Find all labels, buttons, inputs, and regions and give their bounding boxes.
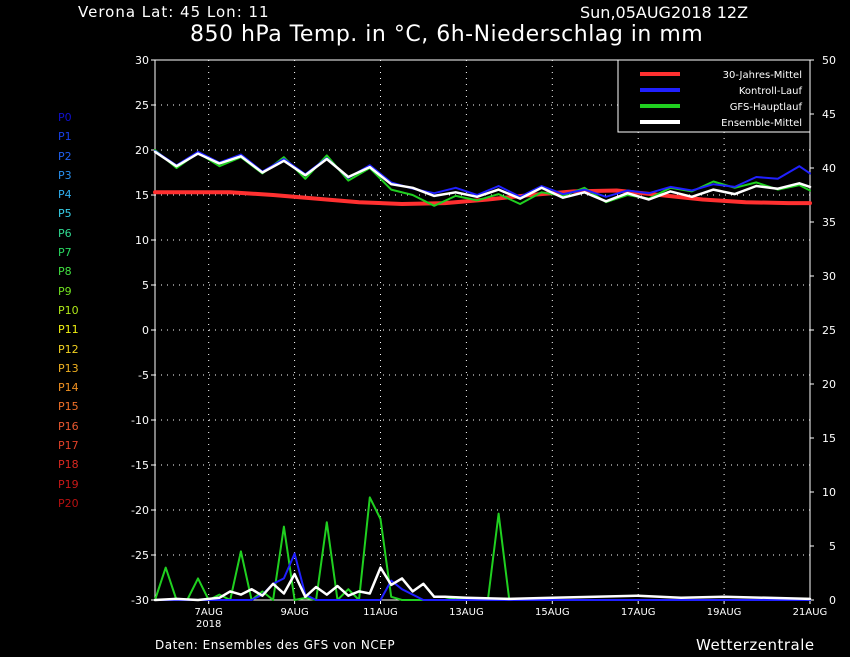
member-label-p8: P8: [58, 265, 72, 279]
member-label-p9: P9: [58, 284, 72, 298]
run-time: Sun,05AUG2018 12Z: [580, 3, 749, 22]
left-axis-tick-label: 20: [135, 144, 149, 157]
x-axis-year-label: 2018: [196, 619, 221, 630]
legend-label-3: Ensemble-Mittel: [721, 118, 802, 129]
right-axis-tick-label: 10: [822, 486, 836, 499]
right-axis-tick-label: 30: [822, 270, 836, 283]
member-label-p2: P2: [58, 149, 72, 163]
left-axis-tick-label: 15: [135, 189, 149, 202]
x-axis-tick-label: 21AUG: [793, 607, 828, 618]
x-axis-tick-label: 17AUG: [621, 607, 656, 618]
member-label-p4: P4: [58, 188, 72, 202]
station-header: Verona Lat: 45 Lon: 11: [78, 3, 270, 21]
member-label-p18: P18: [58, 458, 79, 472]
x-axis-tick-label: 11AUG: [363, 607, 398, 618]
right-axis-tick-label: 45: [822, 108, 836, 121]
brand-name: Wetterzentrale: [696, 636, 815, 654]
left-axis-tick-label: -10: [131, 414, 149, 427]
member-label-p19: P19: [58, 477, 79, 491]
member-label-p14: P14: [58, 381, 79, 395]
left-axis-tick-label: 30: [135, 54, 149, 67]
member-label-p10: P10: [58, 303, 79, 317]
member-label-p3: P3: [58, 168, 72, 182]
right-axis-tick-label: 40: [822, 162, 836, 175]
series-line-ensemble-mittel-left-1: [153, 150, 812, 203]
legend-label-2: GFS-Hauptlauf: [730, 102, 803, 113]
member-label-p20: P20: [58, 496, 79, 510]
x-axis-tick-label: 13AUG: [449, 607, 484, 618]
member-label-p17: P17: [58, 439, 79, 453]
right-axis-tick-label: 15: [822, 432, 836, 445]
right-axis-tick-label: 35: [822, 216, 836, 229]
series-line-kontroll-lauf-right-6: [154, 552, 811, 601]
member-label-p0: P0: [58, 111, 72, 124]
legend-label-1: Kontroll-Lauf: [739, 86, 803, 97]
member-label-p13: P13: [58, 361, 79, 375]
ensemble-member-list: P0 P1 P2 P3 P4 P5 P6 P7 P8 P9 P10 P11 P12 P13 P14 P15 P1…: [58, 108, 79, 513]
x-axis-tick-label: 9AUG: [280, 607, 308, 618]
series-line-gfs-hauptlauf-right-4: [154, 496, 811, 601]
member-label-p7: P7: [58, 246, 72, 260]
series-line-ensemble-mittel-right-5: [153, 566, 812, 602]
legend-label-0: 30-Jahres-Mittel: [723, 70, 802, 81]
left-axis-tick-label: 0: [142, 324, 149, 337]
member-label-p5: P5: [58, 207, 72, 221]
plot-frame: [154, 59, 811, 601]
right-axis-tick-label: 20: [822, 378, 836, 391]
left-axis-tick-label: 25: [135, 99, 149, 112]
x-axis-tick-label: 7AUG: [195, 607, 223, 618]
member-label-p12: P12: [58, 342, 79, 356]
left-axis-tick-label: -20: [131, 504, 149, 517]
left-axis-tick-label: -30: [131, 594, 149, 607]
right-axis-tick-label: 25: [822, 324, 836, 337]
series-line-30-jahres-mittel-left-0: [153, 188, 812, 206]
series-line-gfs-hauptlauf-left-3: [154, 149, 811, 207]
left-axis-tick-label: -25: [131, 549, 149, 562]
right-axis-tick-label: 0: [829, 594, 836, 607]
chart-title: 850 hPa Temp. in °C, 6h-Niederschlag in …: [190, 22, 704, 47]
x-axis-tick-label: 19AUG: [707, 607, 742, 618]
member-label-p11: P11: [58, 323, 79, 337]
left-axis-tick-label: -5: [138, 369, 149, 382]
member-label-p6: P6: [58, 226, 72, 240]
left-axis-tick-label: 10: [135, 234, 149, 247]
left-axis-tick-label: 5: [142, 279, 149, 292]
left-axis-tick-label: -15: [131, 459, 149, 472]
x-axis-tick-label: 15AUG: [535, 607, 570, 618]
member-label-p15: P15: [58, 400, 79, 414]
right-axis-tick-label: 5: [829, 540, 836, 553]
member-label-p16: P16: [58, 419, 79, 433]
data-source-credit: Daten: Ensembles des GFS von NCEP: [155, 638, 396, 652]
member-label-p1: P1: [58, 130, 72, 144]
right-axis-tick-label: 50: [822, 54, 836, 67]
